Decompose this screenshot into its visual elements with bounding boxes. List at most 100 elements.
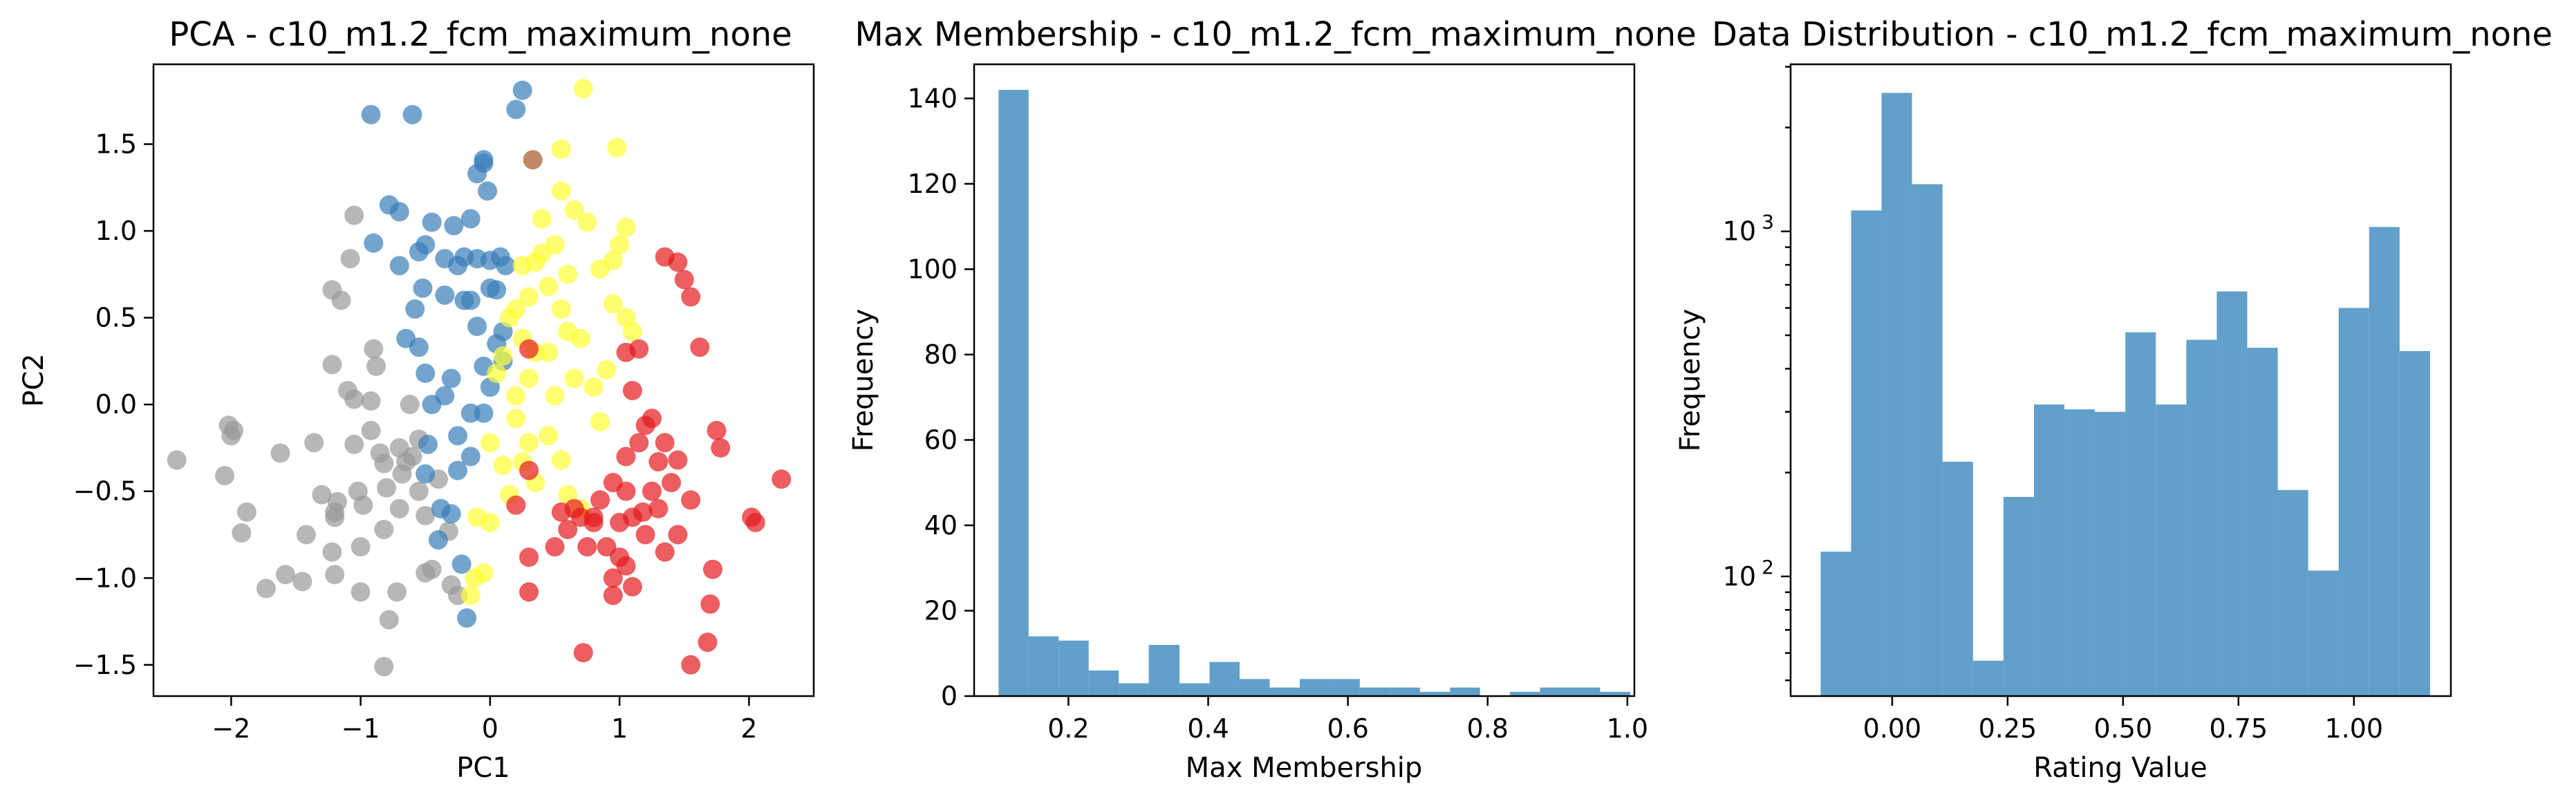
y-tick-label: 1.5 — [95, 129, 137, 160]
scatter-point — [474, 150, 494, 170]
scatter-point — [545, 386, 565, 406]
scatter-point — [681, 490, 701, 510]
data-distribution-plot-frame — [1789, 63, 2452, 697]
scatter-point — [668, 525, 688, 545]
y-tick-label: 120 — [907, 169, 958, 199]
scatter-point — [668, 450, 688, 470]
scatter-point — [558, 264, 578, 284]
histogram-bar — [1881, 93, 1912, 696]
scatter-point — [416, 235, 436, 255]
histogram-bar — [1912, 184, 1943, 697]
scatter-point — [448, 426, 468, 446]
y-tick-label: 10 — [1723, 561, 1756, 592]
scatter-point — [745, 512, 765, 532]
histogram-bar — [1942, 461, 1973, 696]
data-distribution-y-axis-label: Frequency — [1674, 309, 1706, 452]
y-tick-label: 20 — [924, 595, 958, 626]
scatter-point — [642, 481, 662, 501]
scatter-point — [325, 565, 345, 585]
scatter-point — [519, 433, 539, 453]
x-tick-label: 0.75 — [2209, 713, 2268, 744]
scatter-point — [603, 294, 623, 314]
scatter-point — [402, 447, 422, 467]
scatter-point — [519, 287, 539, 307]
histogram-bar — [1148, 644, 1180, 696]
histogram-bar — [2216, 291, 2248, 696]
scatter-point — [499, 308, 519, 328]
scatter-point — [331, 290, 351, 310]
histogram-bar — [1209, 662, 1240, 696]
y-tick-label: 0.5 — [95, 303, 137, 333]
scatter-point — [422, 559, 442, 579]
scatter-point — [506, 409, 526, 429]
histogram-bar — [998, 90, 1029, 696]
scatter-point — [573, 643, 593, 663]
scatter-point — [539, 342, 559, 362]
scatter-point — [296, 525, 316, 545]
scatter-point — [487, 363, 507, 383]
x-tick-label: 0.50 — [2094, 713, 2153, 744]
scatter-point — [435, 285, 455, 305]
scatter-point — [409, 481, 429, 501]
scatter-point — [422, 212, 442, 232]
scatter-point — [270, 443, 290, 463]
data-distribution-x-axis-label: Rating Value — [2033, 752, 2208, 784]
scatter-point — [214, 466, 234, 486]
scatter-point — [487, 280, 507, 300]
histogram-bar — [2033, 404, 2065, 696]
max-membership-chart-title: Max Membership - c10_m1.2_fcm_maximum_no… — [855, 15, 1696, 54]
scatter-point — [344, 434, 364, 454]
scatter-point — [584, 507, 604, 527]
scatter-point — [389, 498, 409, 518]
y-tick-label: −0.5 — [73, 476, 137, 507]
scatter-point — [236, 502, 256, 522]
max-membership-plot-frame — [973, 63, 1636, 697]
scatter-point — [418, 434, 438, 454]
scatter-point — [648, 452, 669, 472]
scatter-point — [322, 355, 342, 375]
max-membership-bars — [998, 90, 1630, 696]
histogram-bar — [1450, 687, 1480, 696]
histogram-bar — [2064, 409, 2096, 696]
scatter-point — [635, 525, 655, 545]
scatter-point — [622, 577, 642, 597]
scatter-point — [361, 391, 381, 411]
scatter-point — [441, 368, 461, 388]
histogram-bar — [2125, 332, 2156, 696]
histogram-bar — [1540, 687, 1571, 696]
x-tick-label: 0.00 — [1863, 713, 1922, 744]
scatter-point — [364, 339, 384, 359]
y-tick-label: −1.0 — [73, 563, 137, 593]
y-tick-label: 40 — [924, 510, 958, 541]
histogram-bar — [1600, 691, 1630, 696]
y-tick-label-exponent: 2 — [1762, 556, 1774, 579]
scatter-point — [409, 337, 429, 357]
histogram-bar — [1820, 552, 1851, 696]
pca-plot-frame — [152, 63, 815, 697]
y-tick-label: −1.5 — [73, 650, 137, 680]
scatter-point — [635, 415, 655, 435]
x-tick-label: 1 — [611, 713, 628, 744]
scatter-point — [506, 386, 526, 406]
max-membership-x-axis-label: Max Membership — [1186, 752, 1423, 784]
scatter-point — [539, 277, 559, 297]
scatter-point — [551, 181, 571, 201]
scatter-point — [523, 150, 543, 170]
histogram-bar — [1419, 691, 1450, 696]
scatter-point — [690, 337, 710, 357]
scatter-point — [361, 104, 381, 124]
scatter-point — [465, 568, 485, 588]
scatter-point — [366, 356, 386, 376]
scatter-point — [221, 426, 241, 446]
scatter-point — [448, 460, 468, 480]
y-tick-label-exponent: 3 — [1762, 211, 1774, 234]
scatter-point — [597, 537, 617, 557]
max-membership-histogram-panel: Max Membership - c10_m1.2_fcm_maximum_no… — [848, 15, 1697, 784]
scatter-point — [400, 395, 420, 415]
histogram-bar — [1119, 683, 1149, 696]
y-tick-label: 10 — [1723, 216, 1756, 247]
y-tick-label: 1.0 — [95, 216, 137, 246]
scatter-point — [428, 530, 448, 550]
data-distribution-bars — [1820, 93, 2430, 697]
scatter-point — [444, 216, 464, 236]
